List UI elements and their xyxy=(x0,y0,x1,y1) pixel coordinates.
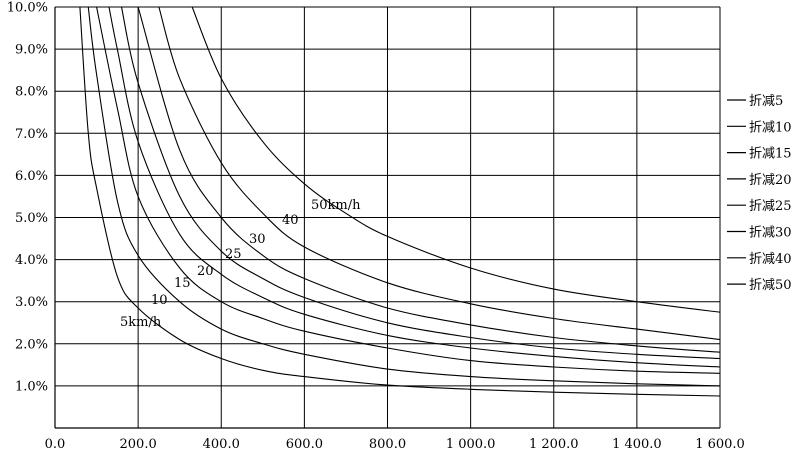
series-line xyxy=(96,7,720,374)
series-line xyxy=(137,7,720,353)
y-tick-label: 9.0% xyxy=(15,43,48,58)
y-tick-label: 8.0% xyxy=(15,85,48,100)
x-tick-label: 0.0 xyxy=(45,437,66,452)
x-tick-label: 400.0 xyxy=(203,437,240,452)
series-line xyxy=(158,7,720,341)
series-line xyxy=(191,7,720,313)
series-line xyxy=(79,7,720,397)
curve-label: 10 xyxy=(151,293,168,308)
curve-labels: 5km/h 10 15 20 25 30 40 50km/h xyxy=(120,198,361,330)
y-tick-label: 6.0% xyxy=(15,169,48,184)
legend-label: 折减25 xyxy=(749,199,792,214)
grid xyxy=(55,6,721,428)
x-tick-label: 200.0 xyxy=(120,437,157,452)
legend-label: 折减40 xyxy=(749,252,792,267)
y-tick-label: 3.0% xyxy=(15,295,48,310)
y-tick-label: 1.0% xyxy=(15,379,48,394)
legend-label: 折减15 xyxy=(749,147,792,162)
curve-label: 30 xyxy=(249,232,266,247)
x-tick-label: 600.0 xyxy=(286,437,323,452)
series-line xyxy=(87,7,720,387)
y-tick-label: 2.0% xyxy=(15,337,48,352)
legend-label: 折减20 xyxy=(749,173,792,188)
legend-label: 折减50 xyxy=(749,278,792,293)
curve-label: 15 xyxy=(174,276,191,291)
legend-label: 折减10 xyxy=(749,120,792,135)
series-line xyxy=(108,7,720,368)
x-tick-label: 1 600.0 xyxy=(695,437,745,452)
series-line xyxy=(120,7,720,360)
curve-label: 5km/h xyxy=(120,315,162,330)
y-tick-label: 7.0% xyxy=(15,127,48,142)
y-tick-label: 10.0% xyxy=(7,1,48,16)
curve-label: 25 xyxy=(225,247,242,262)
y-tick-label: 5.0% xyxy=(15,211,48,226)
legend: 折减5 折减10 折减15 折减20 折减25 折减30 折减40 折减50 xyxy=(727,94,792,293)
x-tick-label: 1 000.0 xyxy=(446,437,496,452)
curve-label: 40 xyxy=(282,213,299,228)
axes: 0.0 200.0 400.0 600.0 800.0 1 000.0 1 200.0 1 4… xyxy=(7,1,745,453)
curve-label: 50km/h xyxy=(311,198,361,213)
legend-label: 折减5 xyxy=(749,94,783,109)
curve-label: 20 xyxy=(197,264,214,279)
curves xyxy=(79,7,720,397)
x-tick-label: 800.0 xyxy=(369,437,406,452)
x-tick-label: 1 400.0 xyxy=(612,437,662,452)
legend-label: 折减30 xyxy=(749,226,792,241)
x-tick-label: 1 200.0 xyxy=(529,437,579,452)
y-tick-label: 4.0% xyxy=(15,253,48,268)
